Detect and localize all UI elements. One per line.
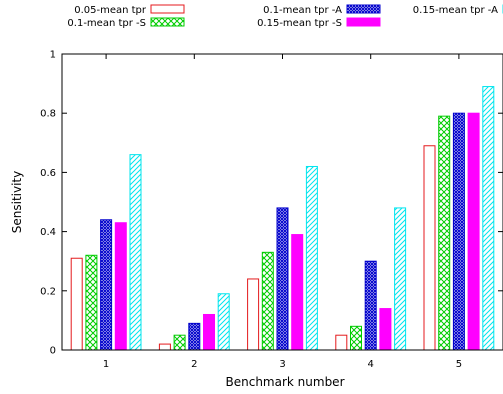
bar-0-1-mean-tpr-s-5 xyxy=(438,115,451,351)
bar-0-1-mean-tpr-a-3 xyxy=(276,207,289,351)
legend-swatch-0-15-mean-tpr-s xyxy=(346,17,381,27)
bar-0-15-mean-tpr-s-1 xyxy=(114,222,127,351)
y-tick-label: 0 xyxy=(50,346,56,357)
bar-0-15-mean-tpr-a-5 xyxy=(482,86,495,351)
legend-label-0-15-mean-tpr-a: 0.15-mean tpr -A xyxy=(413,5,498,16)
legend-swatch-0-05-mean-tpr xyxy=(150,4,185,14)
bar-0-15-mean-tpr-s-4 xyxy=(379,308,392,351)
bar-0-1-mean-tpr-a-2 xyxy=(188,322,201,351)
bar-0-15-mean-tpr-a-1 xyxy=(129,154,142,351)
bar-0-05-mean-tpr-4 xyxy=(335,334,348,351)
y-tick-label: 0.8 xyxy=(40,109,56,120)
bars-group xyxy=(70,86,495,351)
bar-0-15-mean-tpr-a-2 xyxy=(217,293,230,351)
tick-labels: 0 0.2 0.4 0.6 0.8 1 1 2 3 4 5 xyxy=(40,50,462,371)
bar-0-15-mean-tpr-s-2 xyxy=(203,313,215,351)
x-tick-label: 4 xyxy=(368,359,374,370)
bar-0-1-mean-tpr-a-5 xyxy=(452,112,465,351)
y-tick-label: 0.2 xyxy=(40,286,56,297)
bar-0-1-mean-tpr-s-3 xyxy=(261,251,274,351)
legend-label-0-1-mean-tpr-s: 0.1-mean tpr -S xyxy=(67,18,146,29)
bar-0-05-mean-tpr-2 xyxy=(158,343,171,351)
x-axis-label: Benchmark number xyxy=(226,375,345,389)
bar-0-05-mean-tpr-1 xyxy=(70,257,83,351)
legend-label-0-05-mean-tpr: 0.05-mean tpr xyxy=(74,5,147,16)
x-tick-label: 3 xyxy=(279,359,285,370)
y-tick-label: 1 xyxy=(50,50,56,61)
legend-label-0-1-mean-tpr-a: 0.1-mean tpr -A xyxy=(263,5,342,16)
bar-0-1-mean-tpr-a-1 xyxy=(100,219,113,351)
bar-0-15-mean-tpr-a-3 xyxy=(305,165,318,351)
bar-0-15-mean-tpr-a-4 xyxy=(394,207,407,351)
bar-0-1-mean-tpr-s-1 xyxy=(85,254,98,351)
x-tick-label: 2 xyxy=(191,359,197,370)
bar-0-1-mean-tpr-s-2 xyxy=(173,334,186,351)
x-tick-label: 5 xyxy=(456,359,462,370)
bar-0-1-mean-tpr-s-4 xyxy=(350,325,362,351)
y-tick-label: 0.6 xyxy=(40,168,56,179)
bar-0-15-mean-tpr-s-5 xyxy=(467,112,480,351)
plot-frame xyxy=(61,53,503,351)
bar-0-05-mean-tpr-5 xyxy=(423,145,436,351)
legend-swatch-0-1-mean-tpr-a xyxy=(346,4,381,14)
y-tick-label: 0.4 xyxy=(40,227,56,238)
bar-0-15-mean-tpr-s-3 xyxy=(291,234,304,351)
chart-legend: 0.05-mean tpr 0.1-mean tpr -S 0.1-mean tpr… xyxy=(67,4,503,29)
y-axis-label: Sensitivity xyxy=(10,171,24,233)
bar-0-05-mean-tpr-3 xyxy=(247,278,260,351)
legend-label-0-15-mean-tpr-s: 0.15-mean tpr -S xyxy=(257,18,342,29)
legend-swatch-0-1-mean-tpr-s xyxy=(150,17,185,27)
bar-0-1-mean-tpr-a-4 xyxy=(364,260,377,351)
x-tick-label: 1 xyxy=(103,359,109,370)
